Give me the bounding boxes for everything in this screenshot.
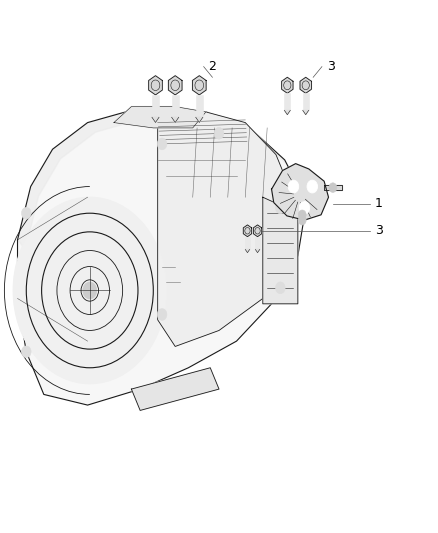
Polygon shape [158, 112, 293, 346]
Polygon shape [172, 117, 179, 123]
Circle shape [299, 201, 310, 214]
Polygon shape [245, 249, 250, 253]
Polygon shape [148, 76, 162, 95]
Circle shape [307, 180, 318, 193]
Circle shape [276, 202, 285, 214]
Polygon shape [114, 107, 206, 128]
Circle shape [13, 197, 166, 384]
Circle shape [21, 207, 31, 219]
Polygon shape [324, 185, 342, 190]
Bar [303, 93, 309, 110]
Polygon shape [196, 117, 203, 123]
Text: 1: 1 [375, 197, 383, 210]
Polygon shape [18, 107, 314, 249]
Polygon shape [253, 225, 262, 237]
Circle shape [157, 309, 167, 320]
Circle shape [276, 282, 285, 294]
Polygon shape [192, 76, 206, 95]
Text: 3: 3 [327, 60, 335, 73]
Polygon shape [255, 249, 260, 253]
Text: 2: 2 [208, 60, 216, 73]
Circle shape [298, 210, 306, 220]
Polygon shape [284, 110, 290, 115]
Text: 3: 3 [375, 224, 383, 237]
Bar [284, 93, 290, 110]
Bar [255, 237, 260, 249]
Polygon shape [272, 164, 328, 220]
Polygon shape [303, 110, 309, 115]
Polygon shape [300, 77, 311, 93]
Circle shape [329, 183, 337, 192]
Bar [172, 95, 179, 117]
Circle shape [83, 282, 97, 299]
Bar [245, 237, 250, 249]
Circle shape [298, 215, 306, 225]
Polygon shape [243, 225, 252, 237]
Circle shape [214, 127, 224, 139]
Polygon shape [263, 197, 298, 304]
Polygon shape [18, 107, 307, 405]
Polygon shape [282, 77, 293, 93]
Bar [196, 95, 203, 117]
Circle shape [21, 346, 31, 358]
Bar [152, 95, 159, 117]
Polygon shape [131, 368, 219, 410]
Polygon shape [152, 117, 159, 123]
Circle shape [157, 138, 167, 150]
Circle shape [288, 180, 299, 193]
Polygon shape [168, 76, 182, 95]
